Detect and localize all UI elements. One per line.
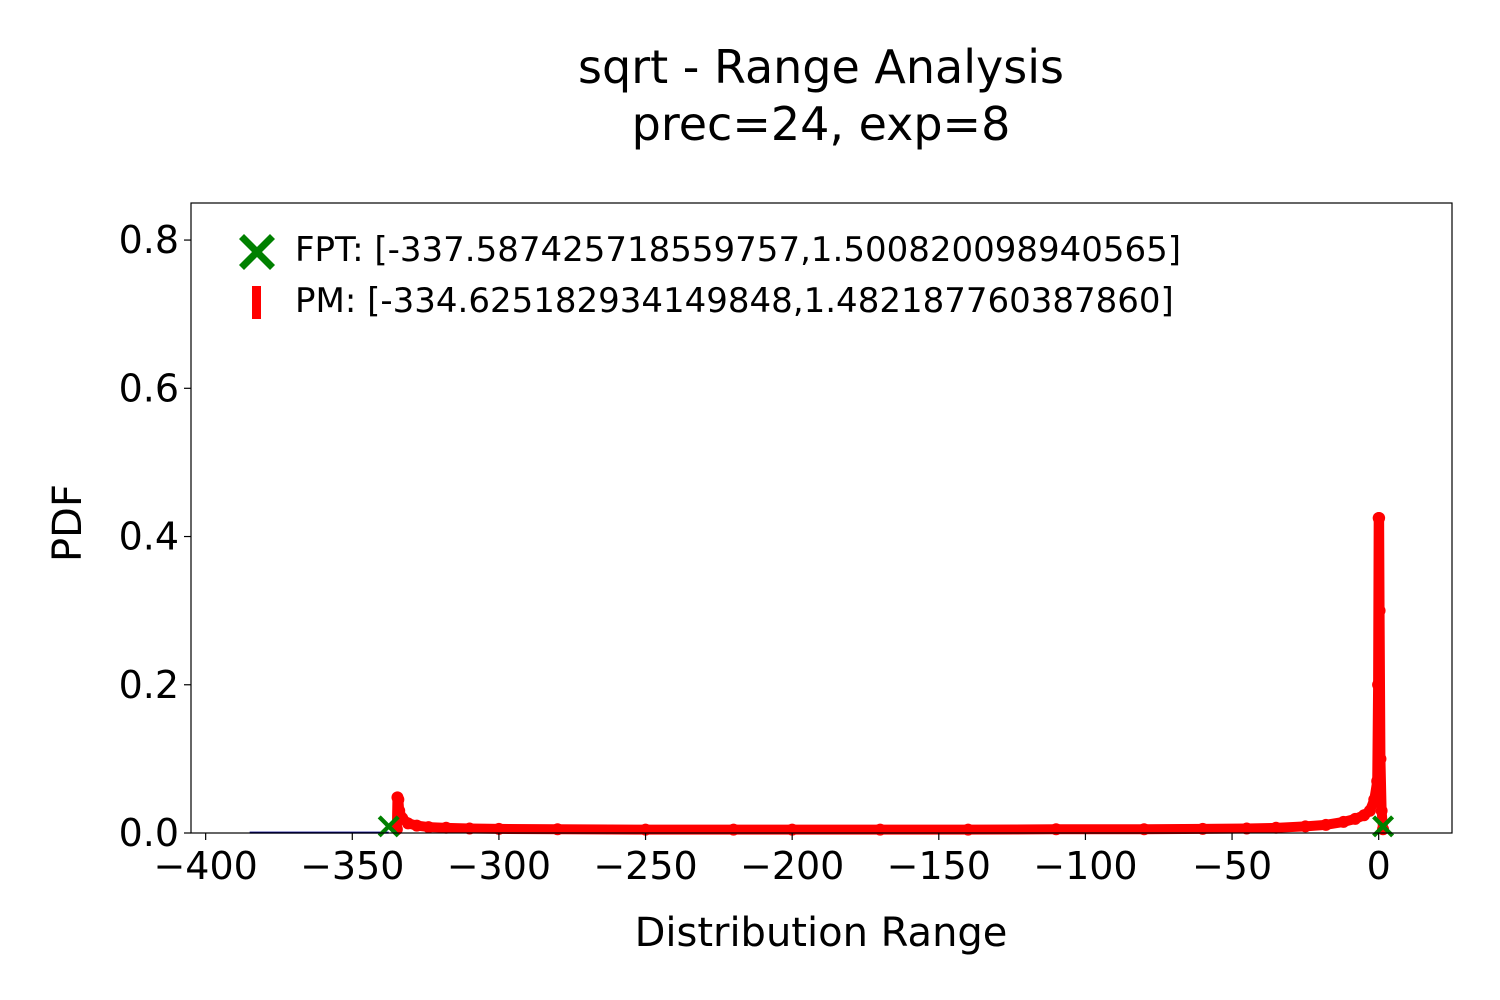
series-pm-point: [1371, 775, 1384, 788]
fpt-marker-x-icon: [377, 815, 400, 838]
series-pm-point: [1373, 512, 1386, 524]
legend-entry-fpt: FPT: [-337.587425718559757,1.50082009894…: [295, 230, 1181, 270]
y-tick-label: 0.6: [119, 366, 179, 410]
x-tick-label: −100: [1033, 844, 1137, 888]
y-tick-label: 0.4: [119, 515, 179, 559]
series-pm-point: [463, 822, 476, 835]
series-pm-point: [440, 821, 453, 834]
series-pm-point: [1196, 822, 1209, 835]
series-pm-line: [391, 513, 1389, 835]
y-axis-label: PDF: [45, 484, 91, 562]
series-pm-point: [492, 822, 505, 835]
y-tick-label: 0.0: [119, 811, 179, 855]
y-tick-label: 0.8: [119, 218, 179, 262]
legend-marker-pm-bar-icon: [252, 286, 261, 319]
series-pm-point: [1299, 820, 1312, 833]
y-axis: 0.0 0.2 0.4 0.6 0.8: [119, 218, 191, 855]
y-tick-label: 0.2: [119, 663, 179, 707]
x-axis-label: Distribution Range: [635, 910, 1008, 956]
x-tick-label: −250: [593, 844, 697, 888]
series-pm-point: [422, 821, 435, 834]
series-pm-point: [962, 823, 975, 836]
x-tick-label: −200: [740, 844, 844, 888]
chart-subtitle: prec=24, exp=8: [632, 97, 1011, 151]
series-pm-point: [392, 793, 405, 806]
series-pm-point: [410, 819, 423, 832]
series-pm-point: [1372, 678, 1385, 691]
series-pm-point: [1240, 822, 1253, 835]
series-pm-point: [1368, 793, 1381, 806]
series-pm-point: [1373, 604, 1386, 617]
series-pm-point: [1138, 823, 1151, 836]
series-pm-point: [1319, 818, 1332, 831]
series-pm-point: [1050, 823, 1063, 836]
series-pm-point: [1270, 821, 1283, 834]
x-tick-label: −50: [1192, 844, 1272, 888]
fpt-marker-x-icon: [1372, 815, 1395, 838]
series-pm-point: [1374, 752, 1387, 765]
legend-entry-pm: PM: [-334.625182934149848,1.482187760387…: [295, 281, 1174, 321]
legend: FPT: [-337.587425718559757,1.50082009894…: [239, 230, 1181, 321]
series-pm-point: [551, 823, 564, 836]
x-axis: −400 −350 −300 −250 −200 −150 −100 −50 0: [153, 833, 1391, 888]
x-tick-label: 0: [1367, 844, 1391, 888]
series-pm-point: [1337, 815, 1350, 828]
x-tick-label: −300: [447, 844, 551, 888]
x-tick-label: −350: [300, 844, 404, 888]
plot-frame: [190, 202, 1453, 834]
x-tick-label: −400: [153, 844, 257, 888]
chart-title: sqrt - Range Analysis: [578, 40, 1064, 94]
series-pm-point: [1375, 804, 1388, 817]
legend-marker-fpt-x-icon: [239, 234, 275, 270]
x-tick-label: −150: [887, 844, 991, 888]
series-pm-point: [727, 823, 740, 836]
plot-area: [249, 512, 1395, 838]
series-pm-point: [1363, 804, 1376, 817]
series-pm-point: [874, 823, 887, 836]
